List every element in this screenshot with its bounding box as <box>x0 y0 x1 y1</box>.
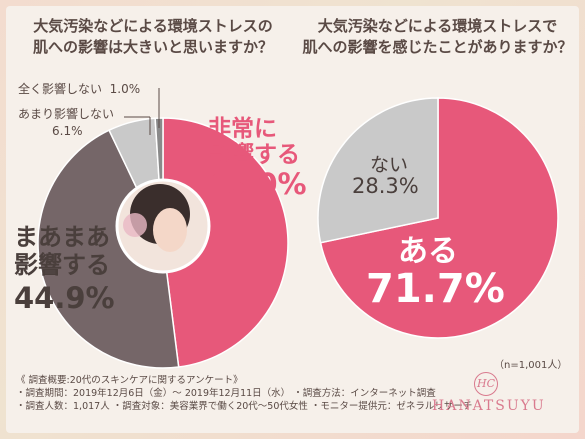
label-very-line1: 非常に <box>208 116 277 142</box>
label-yes-text: ある <box>398 234 458 269</box>
portrait-face <box>153 208 187 252</box>
brand-logo: HC <box>474 372 498 396</box>
question-2-title: 大気汚染などによる環境ストレスで 肌への影響を感じたことがありますか？ <box>302 17 573 56</box>
label-somewhat-line1: まあまあ <box>14 223 110 251</box>
label-no-text: ない <box>370 154 409 176</box>
label-very-value: 48.0% <box>206 167 307 201</box>
label-none-value: 1.0% <box>109 82 141 96</box>
label-none: 全く影響しない 1.0% <box>18 80 140 97</box>
label-yes-value: 71.7% <box>366 266 505 312</box>
label-somewhat-value: 44.9% <box>14 281 115 315</box>
label-somewhat-line2: 影響する <box>14 251 110 279</box>
pie-chart-1 <box>37 117 289 369</box>
survey-line-3: ・調査人数：1,017人 ・調査対象：美容業界で働く20代～50代女性 ・モニタ… <box>16 401 473 412</box>
label-little-value: 6.1% <box>52 124 83 138</box>
survey-overview: 《 調査概要:20代のスキンケアに関するアンケート》 ・調査期間：2019年12… <box>16 374 472 413</box>
slice-somewhat-influential <box>37 129 180 369</box>
slice-yes <box>319 97 559 339</box>
survey-line-1: 《 調査概要:20代のスキンケアに関するアンケート》 <box>16 375 243 386</box>
label-none-text: 全く影響しない <box>18 82 103 96</box>
brand-name: HANATSUYU <box>432 398 546 414</box>
survey-line-2: ・調査期間：2019年12月6日（金）～ 2019年12月11日（水） ・調査方… <box>16 388 436 399</box>
question-1-title: 大気汚染などによる環境ストレスの 肌への影響は大きいと思いますか？ <box>32 17 273 56</box>
label-very-line2: 影響する <box>208 142 300 168</box>
sample-size: （n=1,001人） <box>494 360 568 371</box>
label-no-value: 28.3% <box>352 174 419 198</box>
label-little-text: あまり影響しない <box>18 107 115 121</box>
portrait-bokeh <box>123 213 147 237</box>
slice-no <box>317 97 439 244</box>
pie-chart-2 <box>317 97 559 339</box>
slice-very-influential <box>162 117 289 368</box>
